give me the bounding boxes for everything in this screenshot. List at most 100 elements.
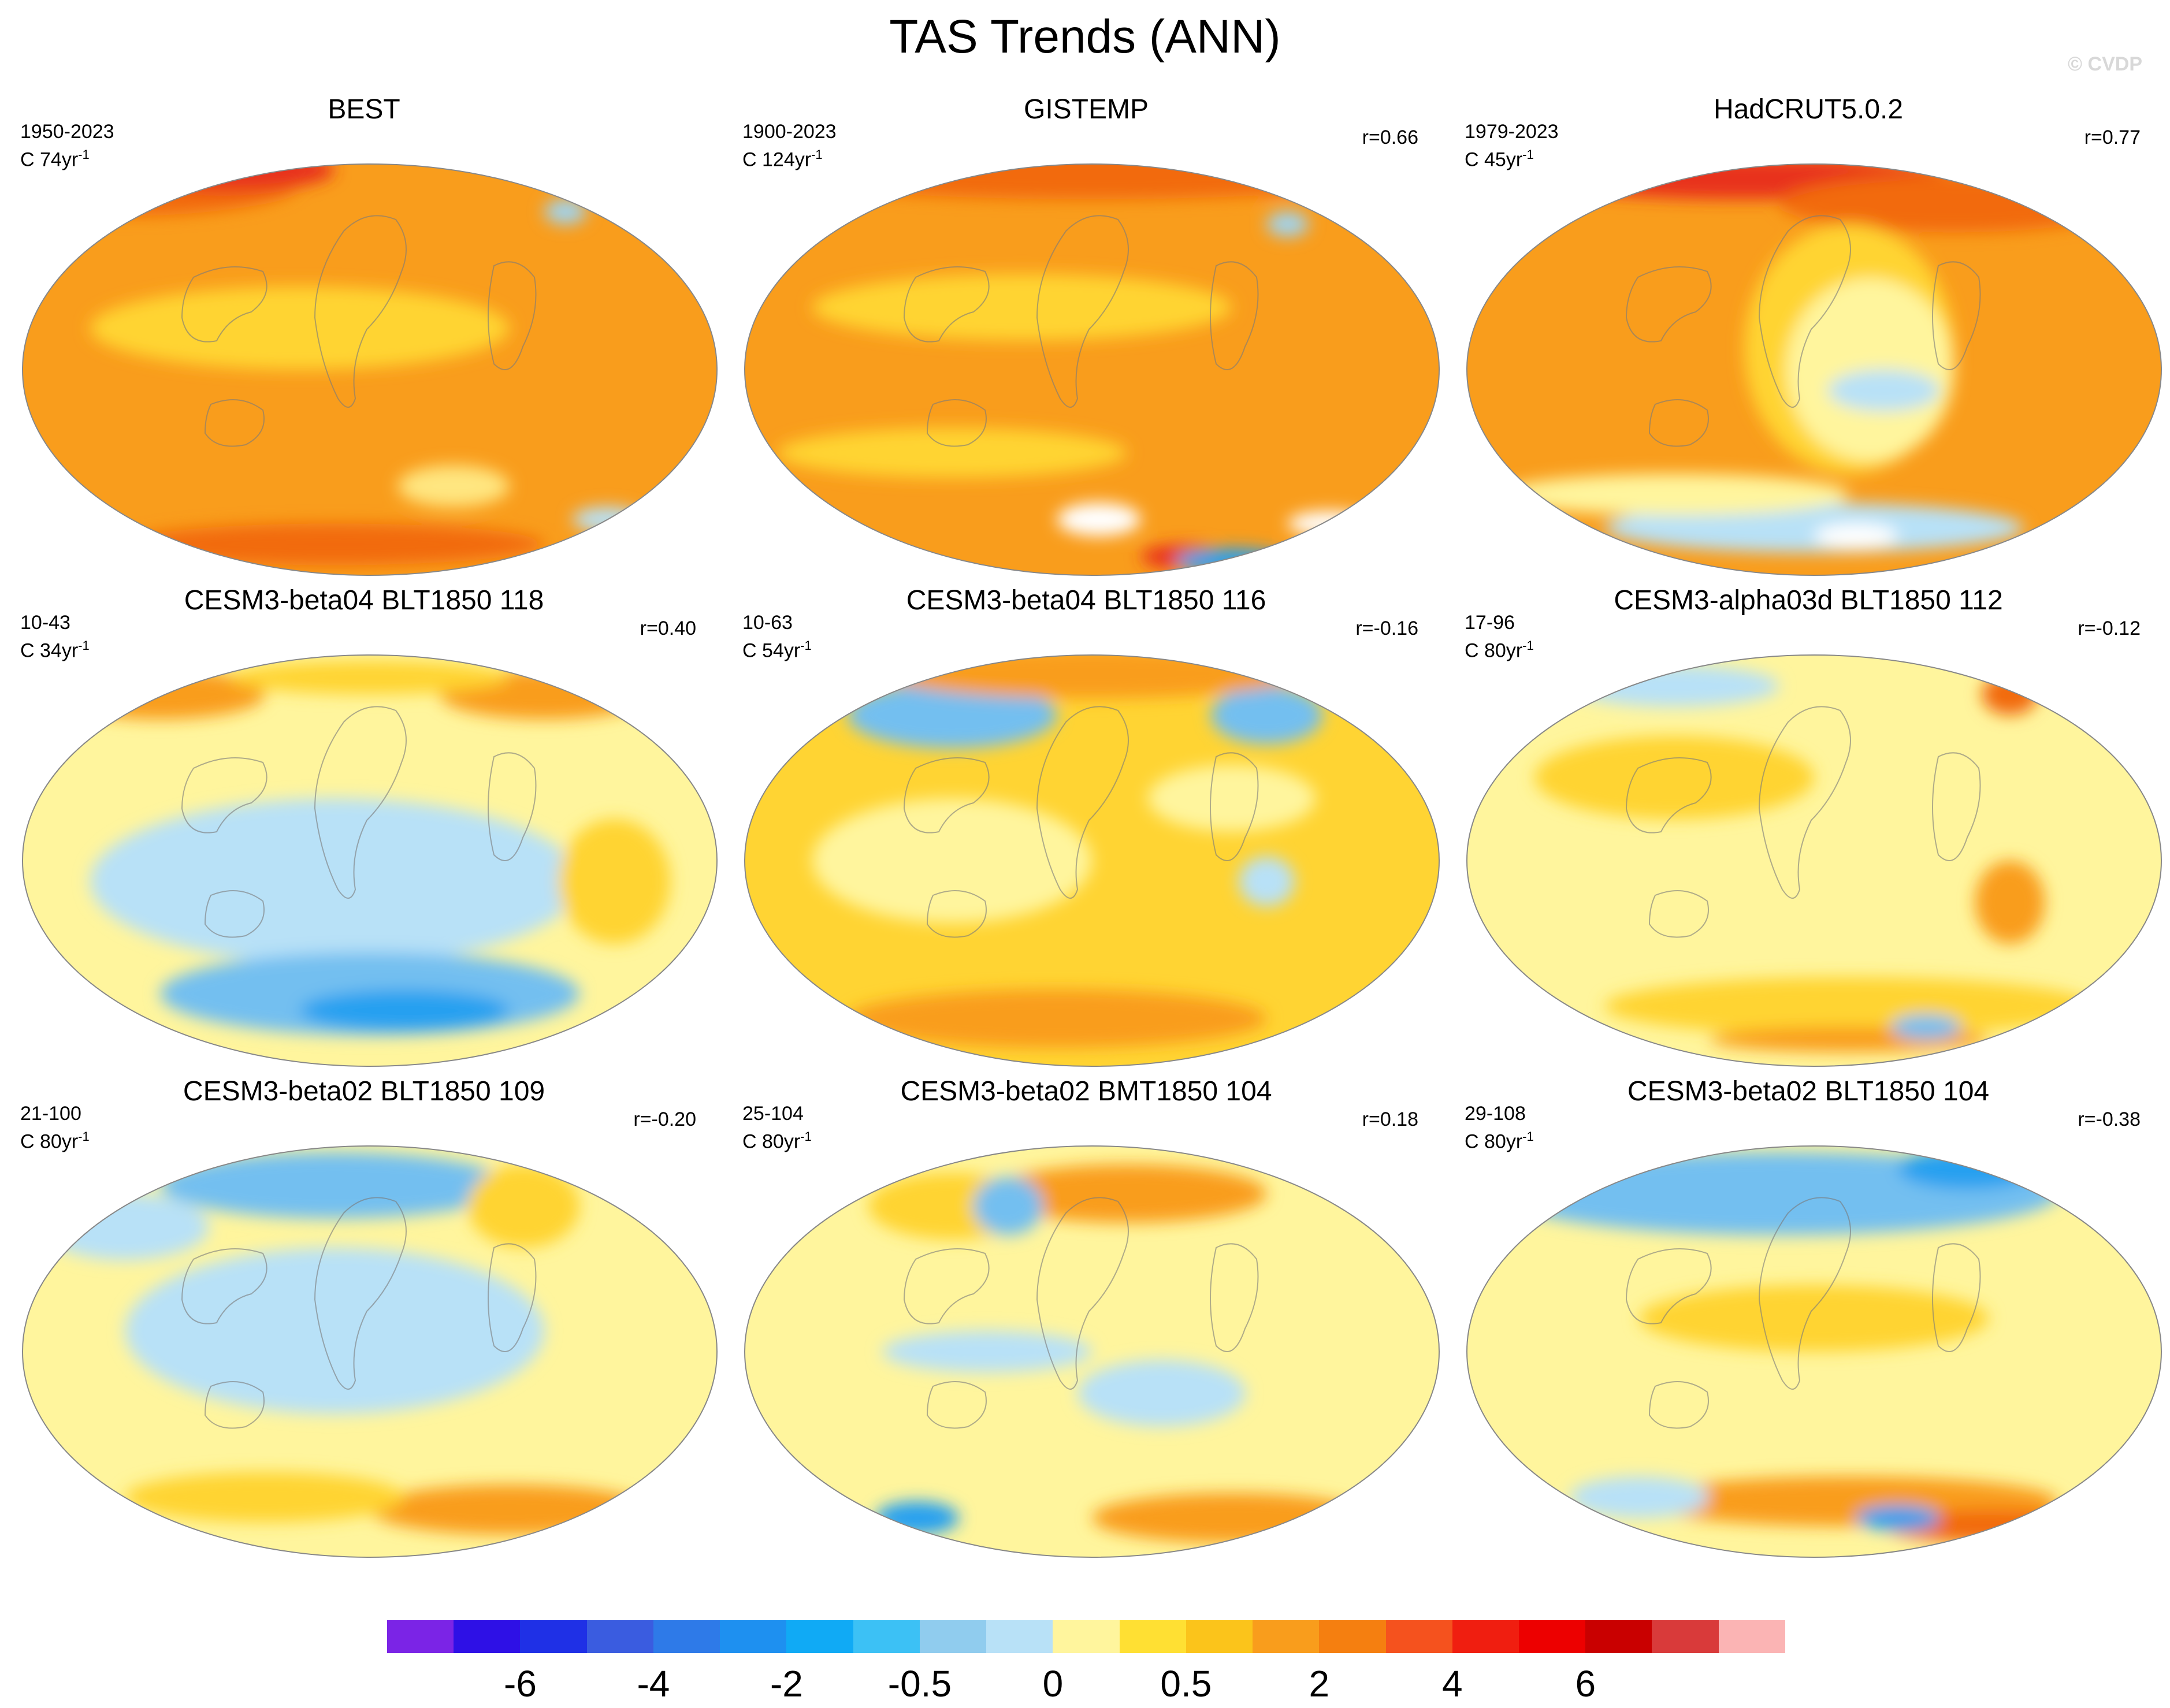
- colorbar-swatch: [1518, 1620, 1586, 1653]
- panel-title: CESM3-beta02 BMT1850 104: [900, 1076, 1272, 1107]
- panel-years: 1900-2023: [742, 121, 837, 143]
- colorbar-tick-label: -4: [637, 1663, 670, 1705]
- world-map: [744, 163, 1440, 576]
- map-field: [23, 164, 717, 575]
- trend-region: [1210, 686, 1323, 745]
- trend-region: [1534, 736, 1814, 819]
- coastline: [1648, 890, 1709, 938]
- trend-region: [1569, 1476, 1710, 1518]
- colorbar-tick-label: -2: [770, 1663, 803, 1705]
- colorbar-tick-label: 2: [1309, 1663, 1330, 1705]
- coastline: [1932, 261, 1981, 370]
- figure-title: TAS Trends (ANN): [889, 10, 1281, 63]
- panel-rate: C 54yr-1: [742, 638, 812, 662]
- panel-title: CESM3-beta02 BLT1850 109: [183, 1076, 545, 1107]
- colorbar-swatch: [786, 1620, 853, 1653]
- trend-region: [544, 199, 587, 224]
- colorbar-tick-label: -0.5: [887, 1663, 952, 1705]
- colorbar-swatch: [1253, 1620, 1320, 1653]
- trend-region: [777, 427, 1127, 478]
- panel-title: GISTEMP: [1023, 94, 1149, 125]
- panel-title: CESM3-alpha03d BLT1850 112: [1614, 585, 2003, 616]
- map-border: [1466, 1145, 2162, 1558]
- trend-region: [1604, 503, 2024, 553]
- map-border: [22, 654, 718, 1067]
- coastline: [1648, 399, 1709, 447]
- coastline: [926, 399, 987, 447]
- world-map: [22, 1145, 718, 1558]
- trend-region: [1786, 278, 1954, 462]
- trend-region: [1266, 211, 1309, 237]
- colorbar-swatch: [1585, 1620, 1652, 1653]
- panel-rate: C 80yr-1: [1465, 1129, 1534, 1153]
- coastline: [1036, 1197, 1129, 1390]
- colorbar-swatch: [986, 1620, 1053, 1653]
- trend-region: [812, 274, 1232, 341]
- world-map: [1466, 654, 2162, 1067]
- watermark: © CVDP: [2068, 53, 2142, 75]
- coastline: [314, 1197, 407, 1390]
- trend-region: [370, 1484, 649, 1535]
- panel-years: 21-100: [20, 1103, 81, 1125]
- trend-region: [125, 1248, 545, 1414]
- trend-region: [1499, 474, 1849, 515]
- trend-region: [1639, 1285, 1989, 1352]
- trend-region: [812, 798, 1092, 923]
- map-panel: CESM3-alpha03d BLT1850 112 17-96 C 80yr-1 r…: [1453, 583, 2164, 1071]
- trend-region: [1891, 1014, 1961, 1040]
- colorbar-swatch: [1652, 1620, 1719, 1653]
- panel-years: 10-43: [20, 612, 70, 634]
- coastline: [903, 1248, 990, 1324]
- panel-rate: C 45yr-1: [1465, 147, 1534, 171]
- panel-years: 1950-2023: [20, 121, 114, 143]
- trend-region: [125, 1472, 405, 1523]
- colorbar-swatch: [853, 1620, 920, 1653]
- world-map: [1466, 1145, 2162, 1558]
- colorbar-swatch: [1053, 1620, 1120, 1653]
- colorbar-swatch: [586, 1620, 653, 1653]
- coastline: [1932, 1243, 1981, 1352]
- world-map: [744, 1145, 1440, 1558]
- trend-region: [847, 682, 1057, 749]
- panel-rate: C 74yr-1: [20, 147, 90, 171]
- trend-region: [777, 164, 1407, 199]
- coastline: [926, 1381, 987, 1429]
- panel-title: BEST: [328, 94, 400, 125]
- panel-rate: C 34yr-1: [20, 638, 90, 662]
- coastline: [926, 890, 987, 938]
- trend-region: [90, 798, 579, 965]
- trend-region: [1975, 861, 2045, 944]
- colorbar-swatch: [1186, 1620, 1253, 1653]
- colorbar-tick-label: 6: [1575, 1663, 1596, 1705]
- coastline: [1648, 1381, 1709, 1429]
- trend-region: [1239, 856, 1295, 907]
- colorbar-swatch: [1319, 1620, 1386, 1653]
- world-map: [22, 654, 718, 1067]
- trend-region: [467, 1164, 579, 1248]
- coastline: [488, 1243, 537, 1352]
- coastline: [1625, 266, 1712, 343]
- panel-years: 17-96: [1465, 612, 1515, 634]
- trend-region: [1898, 1148, 2038, 1190]
- colorbar-swatch: [919, 1620, 987, 1653]
- trend-region: [1077, 1360, 1246, 1427]
- trend-region: [160, 1152, 510, 1219]
- colorbar-tick-label: 4: [1442, 1663, 1463, 1705]
- trend-region: [847, 989, 1267, 1048]
- colorbar-tick-label: 0: [1042, 1663, 1064, 1705]
- panel-rate: C 80yr-1: [1465, 638, 1534, 662]
- trend-region: [987, 1164, 1267, 1223]
- coastline: [1036, 215, 1129, 408]
- colorbar: [387, 1620, 1785, 1653]
- coastline: [903, 266, 990, 343]
- trend-region: [1569, 665, 1779, 707]
- map-border: [22, 1145, 718, 1558]
- colorbar-tick-label: -6: [504, 1663, 537, 1705]
- coastline: [314, 706, 407, 899]
- coastline: [1036, 706, 1129, 899]
- trend-region: [125, 523, 545, 565]
- trend-region: [1092, 1493, 1372, 1543]
- map-border: [1466, 654, 2162, 1067]
- panel-title: CESM3-beta02 BLT1850 104: [1627, 1076, 1990, 1107]
- panel-correlation: r=-0.12: [2078, 617, 2141, 639]
